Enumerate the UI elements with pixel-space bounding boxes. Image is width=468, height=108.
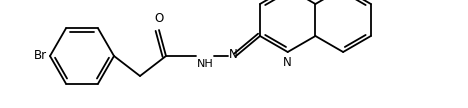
Text: N: N: [229, 48, 238, 60]
Text: N: N: [283, 56, 292, 69]
Text: NH: NH: [197, 59, 214, 69]
Text: Br: Br: [34, 49, 47, 63]
Text: O: O: [154, 12, 164, 25]
